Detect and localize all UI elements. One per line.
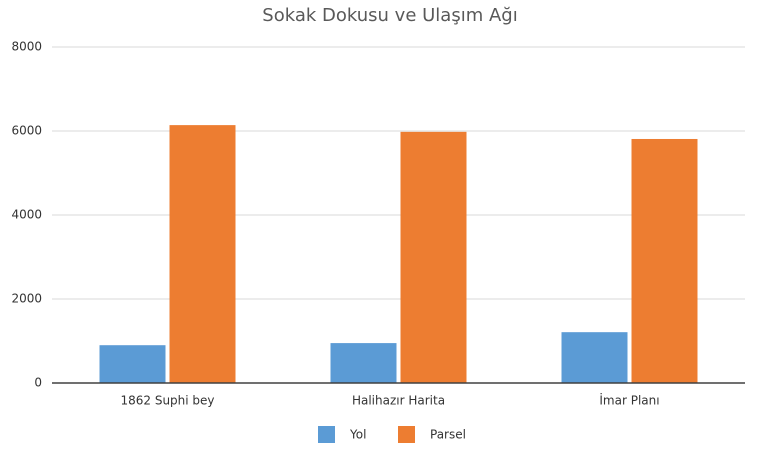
bar [99, 345, 166, 383]
bar [561, 332, 628, 383]
x-tick-label: 1862 Suphi bey [120, 394, 214, 408]
legend-swatch [398, 426, 415, 443]
legend-label: Yol [349, 428, 366, 442]
legend-swatch [318, 426, 335, 443]
y-tick-label: 4000 [11, 208, 42, 222]
y-tick-label: 2000 [11, 292, 42, 306]
bar [400, 131, 467, 383]
y-tick-label: 0 [34, 376, 42, 390]
x-tick-label: Halihazır Harita [352, 394, 445, 408]
y-tick-label: 6000 [11, 124, 42, 138]
bar [330, 343, 397, 383]
y-tick-label: 8000 [11, 40, 42, 54]
legend-label: Parsel [430, 428, 466, 442]
bar [631, 138, 698, 383]
x-tick-label: İmar Planı [599, 393, 659, 408]
bar [169, 125, 236, 384]
chart-title: Sokak Dokusu ve Ulaşım Ağı [262, 5, 517, 26]
